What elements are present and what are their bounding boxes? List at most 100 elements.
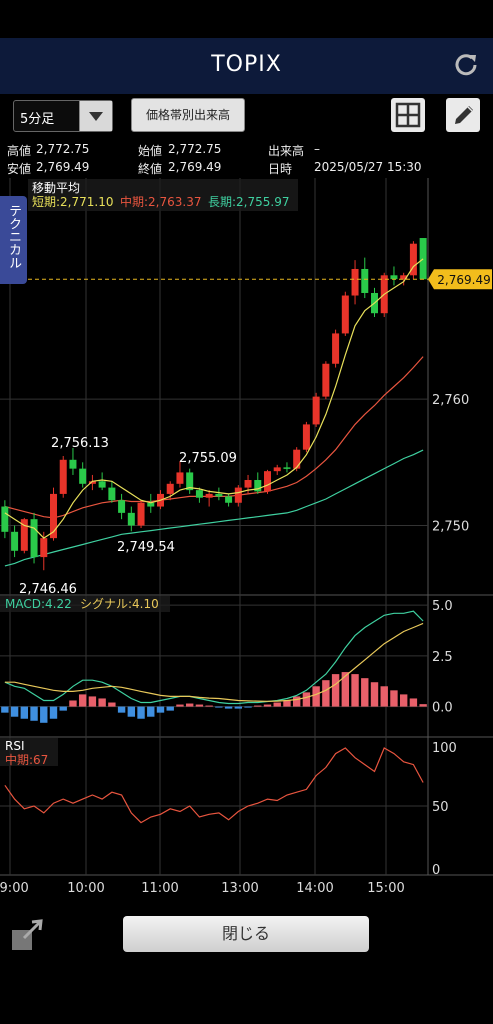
x-tick-label: 09:00 <box>0 881 29 896</box>
macd-legend-bg <box>0 596 170 612</box>
macd-histogram-bar <box>254 705 262 707</box>
candle-body <box>302 424 310 450</box>
candle-body <box>137 502 145 526</box>
price-annotation: 2,749.54 <box>117 540 175 555</box>
bottom-bar: 閉じる <box>0 900 493 970</box>
macd-histogram-bar <box>234 706 243 709</box>
interval-select-label: 5分足 <box>20 112 55 127</box>
macd-histogram-bar <box>40 706 48 723</box>
candle-body <box>49 493 58 539</box>
rsi-tick-label: 50 <box>432 800 449 815</box>
macd-histogram-bar <box>59 706 67 711</box>
macd-legend-item: MACD:4.22 <box>5 597 72 611</box>
candle-body <box>40 538 48 558</box>
macd-histogram-bar <box>195 704 204 707</box>
rsi-line <box>4 747 424 824</box>
high-label: 高値 <box>7 144 32 158</box>
macd-histogram-bar <box>1 706 9 713</box>
volume-profile-button[interactable]: 価格帯別出来高 <box>131 98 245 132</box>
macd-tick-label: 0.0 <box>432 701 453 716</box>
rsi-tick-label: 0 <box>432 863 440 878</box>
close-value: 2,769.49 <box>168 160 222 174</box>
chart-background <box>0 178 493 875</box>
macd-histogram-bar <box>370 682 379 707</box>
macd-histogram-bar <box>117 706 126 713</box>
current-price-label: 2,769.49 <box>437 273 490 287</box>
chevron-down-icon <box>79 101 112 131</box>
x-tick-label: 10:00 <box>67 881 104 896</box>
candle-body <box>127 512 135 526</box>
current-price-tag <box>428 269 492 290</box>
candle-body <box>322 363 330 397</box>
macd-histogram-bar <box>380 686 388 707</box>
macd-tick-label: 2.5 <box>432 650 453 665</box>
signal-line <box>4 622 424 702</box>
macd-histogram-bar <box>156 706 165 713</box>
interval-select[interactable]: 5分足 <box>13 100 113 132</box>
candle-body <box>273 467 281 472</box>
y-tick-label: 2,760 <box>432 393 469 408</box>
header-bar: TOPIX <box>0 38 493 95</box>
price-legend-item: 長期:2,755.97 <box>208 195 289 209</box>
status-bar <box>0 0 493 38</box>
macd-histogram-bar <box>244 706 252 708</box>
candle-body <box>293 449 301 469</box>
candle-body <box>263 471 272 492</box>
signal-legend-item: シグナル:4.10 <box>80 597 159 611</box>
candle-body <box>1 506 9 532</box>
candle-body <box>108 487 116 501</box>
candle-body <box>244 480 252 488</box>
candle-body <box>254 480 262 492</box>
candle-body <box>419 238 427 280</box>
back-icon[interactable] <box>10 918 46 952</box>
macd-histogram-bar <box>390 690 398 707</box>
price-annotation: 2,756.13 <box>51 436 109 451</box>
candle-body <box>361 268 369 293</box>
macd-histogram-bar <box>108 702 116 707</box>
candle-body <box>205 493 213 498</box>
price-legend-item: 短期:2,771.10 <box>32 195 113 209</box>
candle-body <box>69 459 77 469</box>
candle-body <box>312 396 320 425</box>
x-tick-label: 14:00 <box>296 881 333 896</box>
close-button[interactable]: 閉じる <box>123 916 369 952</box>
macd-histogram-bar <box>147 706 155 717</box>
chart-area[interactable]: 09:00 10:00 11:00 13:00 14:00 15:00 2,760 2,750… <box>0 178 493 900</box>
macd-histogram-bar <box>409 698 418 707</box>
macd-histogram-bar <box>49 706 58 719</box>
candle-body <box>186 472 194 491</box>
high-value: 2,772.75 <box>36 142 90 156</box>
refresh-icon[interactable] <box>451 50 481 80</box>
candle-body <box>409 243 417 276</box>
x-tick-label: 15:00 <box>367 881 404 896</box>
candle-body <box>234 487 242 503</box>
candle-body <box>283 467 291 469</box>
macd-histogram-bar <box>283 700 291 707</box>
macd-histogram-bar <box>176 704 184 707</box>
macd-histogram-bar <box>331 674 340 707</box>
macd-histogram-bar <box>292 696 301 707</box>
technical-tab[interactable]: テクニカル <box>0 196 27 284</box>
macd-histogram-bar <box>273 702 281 707</box>
open-value: 2,772.75 <box>168 142 222 156</box>
ma-mid-line <box>4 356 424 519</box>
macd-histogram-bar <box>185 703 194 707</box>
macd-histogram-bar <box>10 706 19 717</box>
rsi-legend-bg <box>0 738 58 766</box>
pencil-icon[interactable] <box>446 98 480 132</box>
x-tick-label: 11:00 <box>141 881 178 896</box>
macd-histogram-bar <box>341 672 350 707</box>
candle-body <box>98 481 106 488</box>
candle-body <box>390 275 398 280</box>
datetime-value: 2025/05/27 15:30 <box>314 160 422 174</box>
rsi-legend-item: 中期:67 <box>5 752 48 767</box>
volume-label: 出来高 <box>268 144 305 158</box>
datetime-label: 日時 <box>268 162 293 176</box>
macd-histogram-bar <box>78 694 87 707</box>
price-annotation: 2,755.09 <box>179 451 237 466</box>
page-title: TOPIX <box>211 52 282 77</box>
ma-long-line <box>4 449 424 567</box>
macd-line <box>4 610 424 705</box>
layout-grid-icon[interactable] <box>391 98 425 132</box>
price-legend-item: 中期:2,763.37 <box>120 194 201 209</box>
